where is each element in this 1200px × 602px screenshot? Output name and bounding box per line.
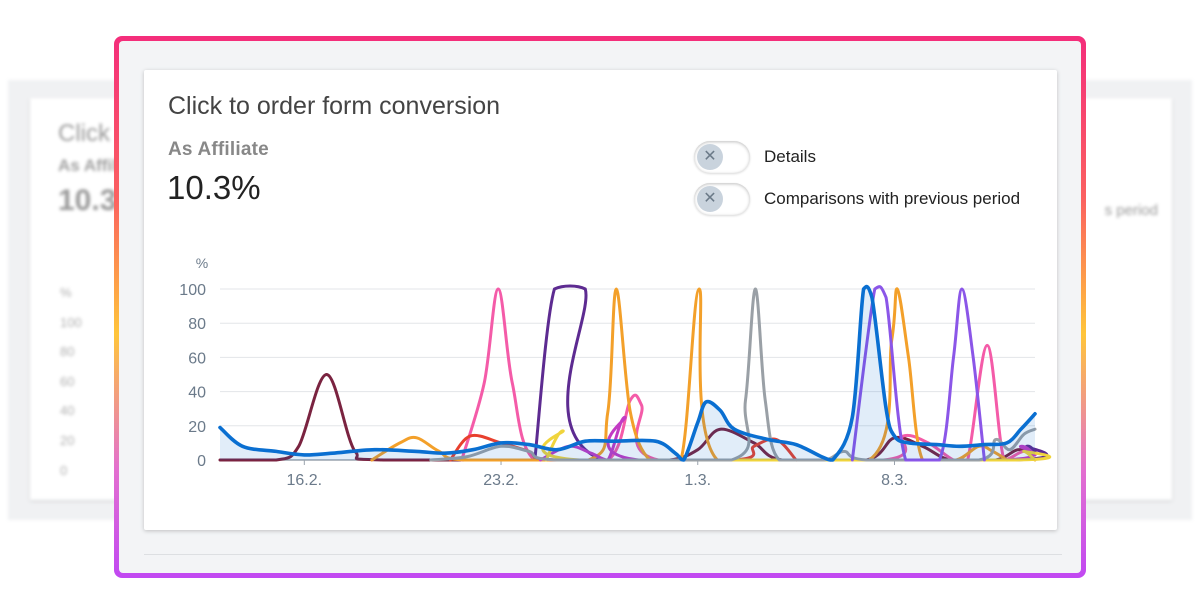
highlight-frame: Click to order form conversion As Affili…: [114, 36, 1086, 578]
background-tick: 20: [60, 432, 75, 448]
series-area: [220, 286, 1035, 460]
details-toggle[interactable]: ✕: [694, 141, 750, 173]
background-card-toggle-label: s period: [1104, 202, 1158, 219]
card-title: Click to order form conversion: [168, 92, 501, 120]
frame-inner: Click to order form conversion As Affili…: [119, 41, 1081, 573]
background-tick: 0: [60, 462, 68, 478]
series-line-8: [429, 287, 1037, 462]
x-tick-label: 1.3.: [684, 472, 711, 489]
series-line-9: [850, 285, 986, 462]
background-tick: 100: [60, 314, 82, 330]
comparison-toggle[interactable]: ✕: [694, 183, 750, 215]
x-tick-label: 8.3.: [881, 472, 908, 489]
close-icon: ✕: [697, 144, 723, 170]
background-tick: 80: [60, 344, 75, 360]
background-card-subtitle: As Affili: [58, 156, 122, 175]
card-subtitle: As Affiliate: [168, 139, 269, 160]
y-axis-label: %: [196, 255, 208, 271]
x-tick-label: 23.2.: [483, 472, 519, 489]
conversion-line-chart: 0 20 40 60 80 100% 16.2. 23.2. 1.3. 8.3.: [179, 255, 1052, 489]
y-tick-label: 60: [188, 350, 206, 367]
close-icon: ✕: [697, 186, 723, 212]
y-tick-label: 0: [197, 453, 206, 470]
conversion-value: 10.3%: [167, 169, 261, 206]
y-tick-label: 40: [188, 385, 206, 402]
background-card-ticks: % 100 80 60 40 20 0: [60, 278, 82, 485]
divider: [144, 554, 1062, 555]
series-line-1: [218, 373, 1037, 462]
x-tick-label: 16.2.: [287, 472, 323, 489]
background-tick: 60: [60, 373, 75, 389]
background-tick: %: [60, 285, 72, 300]
background-tick: 40: [60, 403, 75, 419]
y-tick-label: 20: [188, 419, 206, 436]
comparison-toggle-row: ✕ Comparisons with previous period: [694, 182, 1020, 216]
comparison-toggle-label: Comparisons with previous period: [764, 189, 1021, 208]
details-toggle-row: ✕ Details: [694, 140, 816, 174]
y-tick-label: 80: [188, 316, 206, 333]
details-toggle-label: Details: [764, 147, 816, 166]
background-card-title: Click t: [58, 120, 124, 147]
y-tick-label: 100: [179, 282, 206, 299]
series-line-10: [218, 284, 1037, 462]
series-line-4: [370, 287, 1009, 462]
conversion-card: Click to order form conversion As Affili…: [144, 70, 1057, 530]
